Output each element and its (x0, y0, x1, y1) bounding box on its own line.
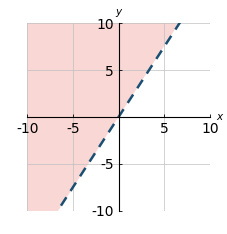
Text: x: x (216, 112, 222, 122)
Text: y: y (115, 7, 121, 17)
Polygon shape (27, 23, 179, 211)
